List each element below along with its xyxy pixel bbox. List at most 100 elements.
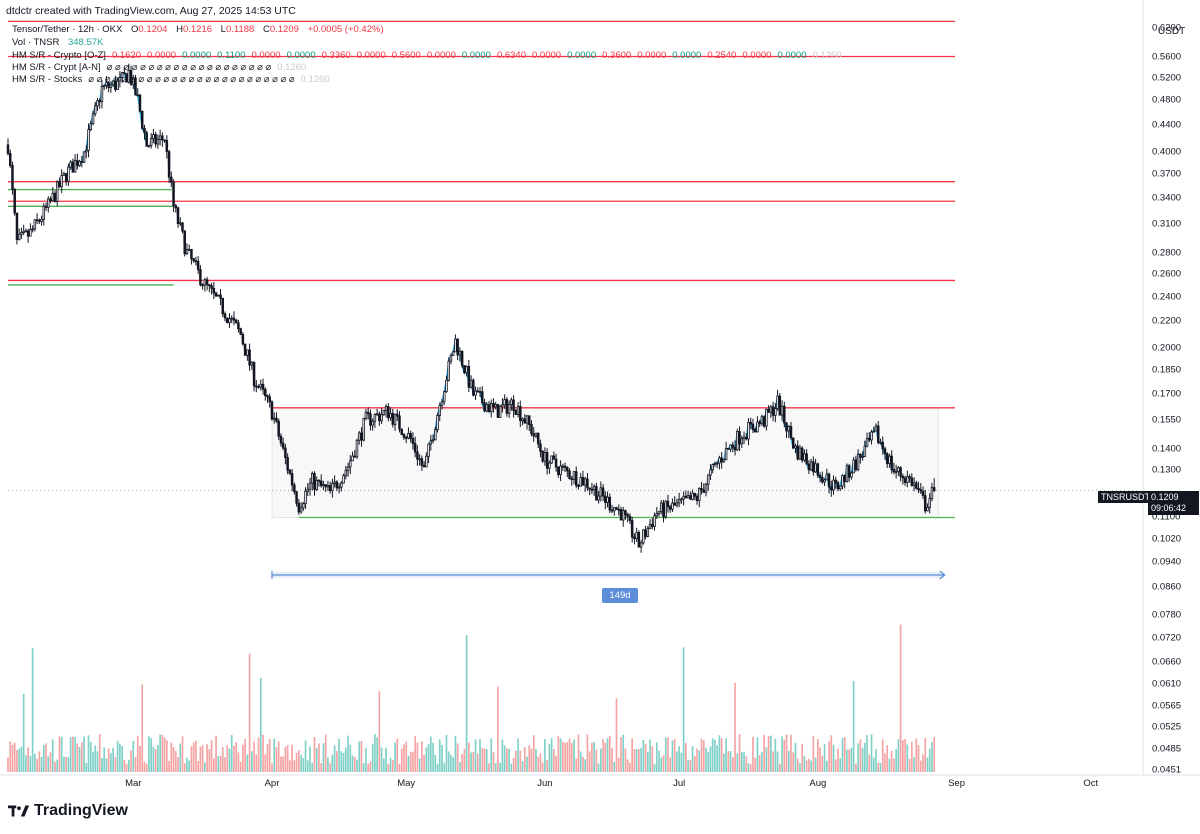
candle-body — [758, 421, 761, 425]
candle-body — [217, 294, 220, 297]
candle-body — [62, 173, 66, 176]
volume-bar — [792, 752, 795, 772]
candle-body — [272, 417, 276, 420]
candle-body — [789, 426, 793, 439]
volume-bar — [22, 693, 25, 772]
volume-bar — [787, 750, 790, 772]
volume-bar — [78, 747, 81, 772]
candle-body — [474, 390, 477, 396]
volume-bar — [481, 747, 484, 772]
candle-body — [340, 482, 343, 488]
candle-body — [519, 406, 522, 422]
candle-body — [362, 418, 365, 441]
candle-body — [445, 379, 448, 393]
candle-body — [427, 443, 430, 457]
volume-bar — [494, 763, 497, 772]
candle-body — [243, 343, 247, 356]
volume-bar — [371, 743, 374, 772]
volume-bar — [881, 739, 884, 772]
candle-body — [691, 492, 694, 500]
volume-bar — [919, 760, 922, 772]
volume-bar — [92, 751, 94, 772]
time-tick-label: May — [397, 778, 416, 789]
volume-bar — [210, 740, 213, 772]
volume-bar — [559, 738, 562, 772]
candle-body — [588, 487, 591, 490]
volume-bar — [358, 741, 361, 772]
candle-body — [586, 478, 589, 489]
candle-body — [494, 404, 497, 408]
range-duration-badge[interactable]: 149d — [602, 588, 638, 603]
volume-bar — [74, 736, 76, 772]
tradingview-logo[interactable]: TradingView — [8, 802, 128, 820]
volume-bar — [785, 734, 788, 772]
candle-body — [239, 328, 242, 335]
volume-legend[interactable]: Vol · TNSR 348.57K — [12, 37, 109, 48]
candle-body — [639, 542, 643, 548]
volume-label[interactable]: Vol · TNSR — [12, 37, 60, 48]
candle-body — [192, 258, 195, 262]
volume-bar — [776, 751, 779, 772]
indicator-value: 0.0000 — [637, 50, 667, 61]
volume-bar — [640, 747, 642, 772]
candle-body — [523, 418, 527, 424]
candle-body — [492, 402, 495, 408]
volume-bar — [673, 738, 676, 772]
indicator-legend-oz[interactable]: HM S/R - Crypto [O-Z] 0.1620 0.0000 0.0000 0… — [12, 50, 848, 61]
price-tick-label: 0.1100 — [1152, 511, 1181, 523]
candle-body — [563, 465, 567, 468]
symbol-legend[interactable]: Tensor/Tether · 12h · OKX O0.1204 H0.121… — [12, 24, 390, 35]
candle-body — [264, 388, 267, 397]
candle-body — [628, 515, 632, 521]
volume-bar — [103, 747, 106, 772]
volume-bar — [725, 738, 727, 772]
volume-bar — [25, 755, 27, 772]
candle-body — [899, 467, 902, 477]
candle-body — [745, 436, 748, 440]
volume-bar — [105, 758, 108, 772]
volume-bar — [566, 742, 569, 772]
volume-bar — [31, 648, 34, 772]
indicator-name[interactable]: HM S/R - Stocks — [12, 74, 83, 85]
volume-bar — [843, 737, 846, 772]
candle-body — [346, 466, 350, 471]
candle-body — [859, 453, 862, 458]
volume-bar — [376, 737, 378, 772]
volume-bar — [472, 751, 475, 772]
volume-bar — [682, 647, 685, 772]
indicator-name[interactable]: HM S/R - Crypto [O-Z] — [12, 50, 106, 61]
volume-bar — [315, 747, 318, 772]
candle-body — [874, 425, 878, 432]
candle-body — [456, 338, 459, 356]
candle-body — [228, 318, 231, 324]
symbol-title[interactable]: Tensor/Tether · 12h · OKX — [12, 24, 123, 35]
volume-bar — [157, 745, 159, 772]
date-range-tool[interactable] — [271, 570, 946, 580]
candle-body — [255, 385, 258, 388]
volume-bar — [924, 737, 927, 772]
candle-body — [501, 404, 504, 407]
price-tick-label: 0.2000 — [1152, 342, 1182, 354]
time-tick-label: Sep — [948, 778, 965, 789]
indicator-name[interactable]: HM S/R - Crypt [A-N] — [12, 62, 101, 73]
volume-bar — [141, 684, 144, 772]
candle-body — [604, 495, 607, 503]
volume-bar — [778, 763, 781, 772]
volume-bar — [34, 753, 36, 772]
volume-bar — [508, 748, 510, 772]
indicator-value: 0.1260 — [300, 74, 330, 85]
indicator-legend-stocks[interactable]: HM S/R - Stocks ⌀ ⌀ ⌀ ⌀ ⌀ ⌀ ⌀ ⌀ ⌀ ⌀ ⌀ ⌀ ⌀… — [12, 74, 336, 85]
candle-body — [552, 455, 556, 460]
volume-bar — [116, 740, 119, 772]
volume-bar — [646, 751, 649, 772]
candle-body — [326, 485, 330, 488]
volume-bar — [421, 741, 423, 772]
volume-bar — [161, 734, 164, 772]
volume-bar — [783, 739, 786, 772]
candle-body — [637, 532, 641, 548]
candle-body — [324, 484, 327, 488]
candle-body — [40, 218, 43, 222]
indicator-legend-an[interactable]: HM S/R - Crypt [A-N] ⌀ ⌀ ⌀ ⌀ ⌀ ⌀ ⌀ ⌀ ⌀ ⌀ … — [12, 62, 312, 73]
volume-bar — [351, 755, 354, 772]
